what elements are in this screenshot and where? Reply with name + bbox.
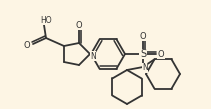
- Text: O: O: [140, 32, 146, 41]
- Text: S: S: [140, 49, 146, 59]
- Text: O: O: [23, 41, 30, 49]
- Text: HO: HO: [40, 15, 52, 25]
- Text: N: N: [90, 51, 96, 60]
- Text: O: O: [76, 20, 82, 30]
- Text: N: N: [142, 64, 148, 72]
- Text: O: O: [158, 49, 164, 59]
